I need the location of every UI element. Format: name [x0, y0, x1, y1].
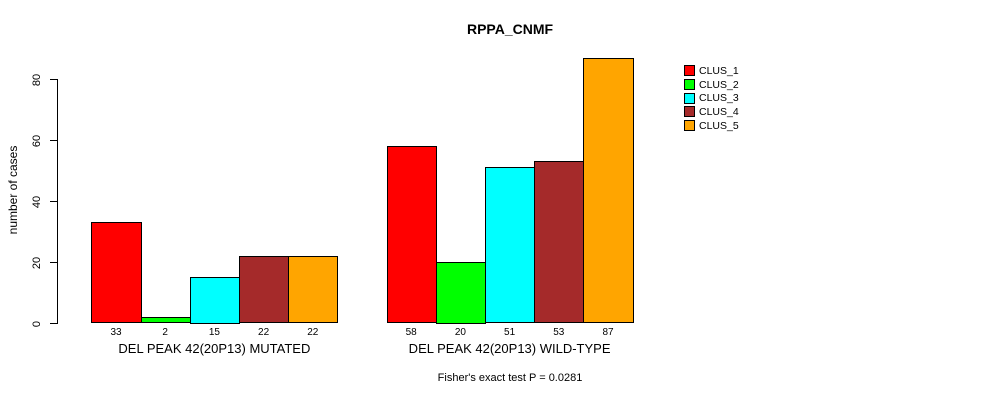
bar-clus_5 — [583, 57, 634, 324]
bar-value-label: 22 — [307, 327, 319, 338]
group-label: DEL PEAK 42(20P13) MUTATED — [118, 341, 311, 356]
footnote: Fisher's exact test P = 0.0281 — [437, 372, 583, 384]
y-tick-mark — [49, 323, 57, 325]
y-tick-mark — [49, 79, 57, 81]
group-label: DEL PEAK 42(20P13) WILD-TYPE — [408, 341, 611, 356]
bar-value-label: 58 — [405, 327, 417, 338]
bar-value-label: 53 — [553, 327, 565, 338]
bar-clus_3 — [485, 167, 536, 324]
bar-value-label: 2 — [162, 327, 168, 338]
bar-value-label: 87 — [602, 327, 614, 338]
legend-label: CLUS_4 — [699, 105, 739, 118]
bar-clus_4 — [239, 255, 290, 324]
legend-swatch — [684, 106, 695, 118]
legend-item-clus_4: CLUS_4 — [684, 105, 739, 119]
bar-clus_5 — [288, 255, 339, 324]
y-tick-label: 60 — [31, 134, 43, 147]
legend-item-clus_3: CLUS_3 — [684, 91, 739, 105]
legend: CLUS_1 CLUS_2 CLUS_3 CLUS_4 CLUS_5 — [684, 64, 739, 132]
bar-clus_4 — [534, 161, 585, 324]
y-tick-label: 20 — [31, 256, 43, 269]
y-axis-label: number of cases — [6, 145, 20, 235]
y-axis-line — [56, 79, 58, 325]
bar-value-label: 51 — [504, 327, 516, 338]
legend-label: CLUS_1 — [699, 64, 739, 77]
y-tick-mark — [49, 140, 57, 142]
legend-swatch — [684, 92, 695, 104]
bar-value-label: 22 — [258, 327, 270, 338]
y-tick-mark — [49, 262, 57, 264]
legend-item-clus_2: CLUS_2 — [684, 78, 739, 92]
bar-value-label: 20 — [454, 327, 466, 338]
bar-value-label: 33 — [110, 327, 122, 338]
bar-clus_1 — [91, 222, 142, 324]
bar-clus_3 — [189, 277, 240, 324]
bar-clus_2 — [435, 262, 486, 324]
bar-clus_1 — [386, 146, 437, 324]
legend-swatch — [684, 120, 695, 132]
y-tick-label: 80 — [31, 73, 43, 86]
legend-item-clus_1: CLUS_1 — [684, 64, 739, 78]
bar-value-label: 15 — [208, 327, 220, 338]
legend-label: CLUS_3 — [699, 92, 739, 105]
legend-label: CLUS_5 — [699, 119, 739, 132]
legend-swatch — [684, 79, 695, 91]
legend-swatch — [684, 65, 695, 77]
bar-clus_2 — [140, 316, 191, 324]
chart-title: RPPA_CNMF — [466, 21, 554, 37]
legend-label: CLUS_2 — [699, 78, 739, 91]
y-tick-label: 40 — [31, 195, 43, 208]
y-tick-label: 0 — [31, 320, 43, 327]
y-tick-mark — [49, 201, 57, 203]
legend-item-clus_5: CLUS_5 — [684, 119, 739, 133]
